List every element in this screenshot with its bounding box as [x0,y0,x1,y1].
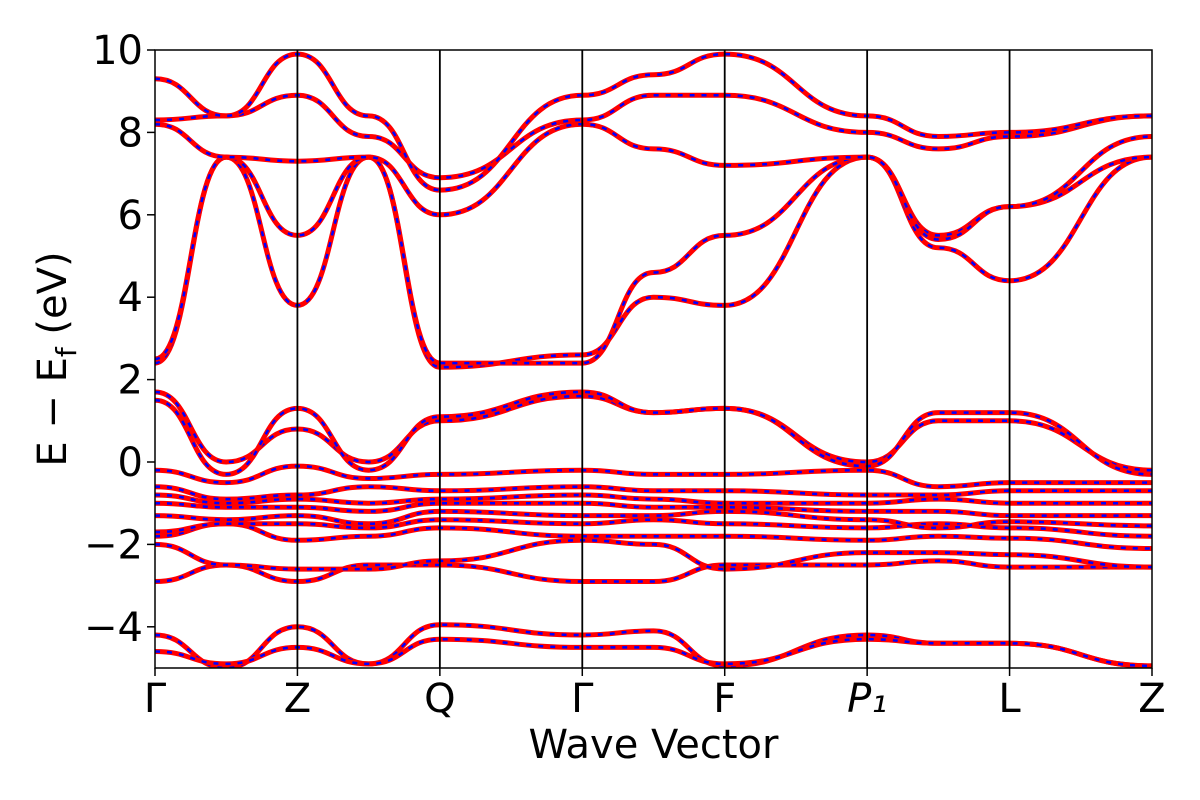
band-line-13 [155,154,1152,370]
band-line-15 [155,121,1152,243]
x-tick-label-0: Γ [144,676,167,722]
y-axis-title-unit: (eV) [30,251,76,347]
x-axis-title: Wave Vector [529,722,780,768]
y-tick-label-0: −4 [84,605,143,651]
x-tick-label-7: Z [1138,676,1165,722]
band-overlay-9 [155,485,1152,501]
band-overlay-15 [155,122,1152,241]
y-axis-ticks: −4 −2 0 2 4 6 8 10 [84,28,155,651]
bands-layer [155,51,1152,668]
y-tick-label-1: −2 [84,522,143,568]
band-line-16 [155,92,1152,181]
band-overlay-2 [155,559,1152,583]
y-tick-label-7: 10 [92,28,143,74]
kpoint-lines [296,50,1011,668]
band-overlay-7 [155,501,1152,517]
band-overlay-1 [155,637,1152,668]
band-line-17 [155,51,1152,193]
band-line-12 [155,389,1152,477]
band-overlay-0 [155,623,1152,668]
y-axis-title: E − Ef (eV) [30,251,83,466]
x-tick-label-2: Q [424,676,455,722]
plot-frame [154,49,1153,669]
band-overlay-10 [155,464,1152,488]
y-tick-label-2: 0 [118,440,143,486]
y-axis-title-subscript: f [50,346,83,357]
y-tick-label-3: 2 [118,358,143,404]
x-axis-ticks: Γ Z Q Γ F P₁ L Z [144,668,1166,722]
y-tick-label-5: 6 [118,193,143,239]
y-tick-label-4: 4 [118,275,143,321]
band-overlay-13 [155,155,1152,369]
x-tick-label-4: F [713,676,736,722]
x-tick-label-3: Γ [571,676,594,722]
band-overlay-14 [155,155,1152,365]
x-tick-label-5: P₁ [847,676,887,722]
band-line-4 [155,521,1152,551]
band-line-14 [155,154,1152,366]
y-tick-label-6: 8 [118,110,143,156]
band-overlay-8 [155,493,1152,505]
x-tick-label-6: L [998,676,1021,722]
x-tick-label-1: Z [284,676,311,722]
band-line-11 [155,389,1152,473]
y-axis-title-main: E − E [30,357,76,467]
band-overlay-12 [155,390,1152,476]
